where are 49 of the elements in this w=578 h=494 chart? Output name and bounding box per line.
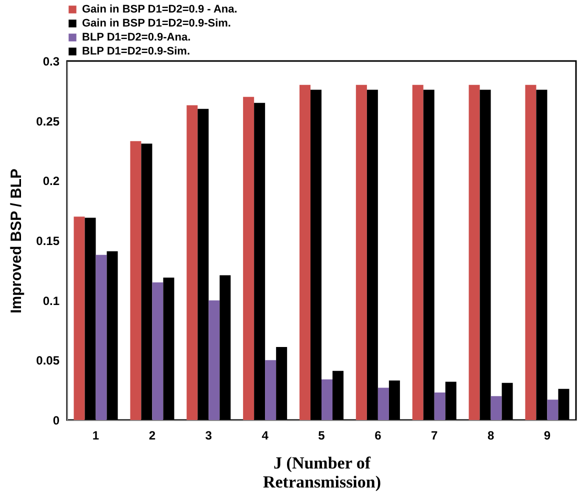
x-tick-label: 7 xyxy=(431,428,438,442)
legend-label: BLP D1=D2=0.9-Sim. xyxy=(82,46,190,58)
bar xyxy=(84,218,96,420)
bar xyxy=(490,396,502,420)
bar xyxy=(547,400,558,420)
x-tick-label: 3 xyxy=(205,428,212,442)
legend-label: Gain in BSP D1=D2=0.9-Sim. xyxy=(82,18,231,30)
bar xyxy=(141,144,152,420)
y-tick-label: 0 xyxy=(52,414,60,428)
bar xyxy=(322,379,333,420)
y-tick-label: 0.25 xyxy=(36,114,60,128)
x-tick-label: 4 xyxy=(262,428,269,442)
x-tick-label: 6 xyxy=(374,428,382,442)
x-tick-label: 5 xyxy=(318,428,326,442)
bar xyxy=(299,84,310,420)
bar xyxy=(423,90,434,420)
bar xyxy=(525,84,536,420)
x-tick-label: 2 xyxy=(148,428,156,442)
x-axis-title: J (Number of Retransmission) xyxy=(262,454,382,492)
bar xyxy=(74,216,85,420)
bar xyxy=(356,84,367,420)
y-tick-label: 0.1 xyxy=(42,294,60,308)
bar xyxy=(412,84,424,420)
legend-label: Gain in BSP D1=D2=0.9 - Ana. xyxy=(82,4,238,16)
y-axis-title: Improved BSP / BLP xyxy=(8,168,26,314)
legend-label: BLP D1=D2=0.9-Ana. xyxy=(82,32,191,44)
bar xyxy=(434,392,446,420)
bar xyxy=(378,388,389,420)
y-tick-label: 0.3 xyxy=(42,54,60,68)
y-tick-label: 0.05 xyxy=(36,354,60,368)
bar xyxy=(198,108,209,420)
bar xyxy=(208,300,220,420)
bar xyxy=(265,360,276,420)
y-tick-label: 0.15 xyxy=(36,234,60,248)
x-tick-label: 1 xyxy=(92,428,100,442)
y-tick-label: 0.2 xyxy=(42,174,60,188)
bar xyxy=(96,254,107,420)
bar xyxy=(366,90,378,420)
bar xyxy=(243,96,254,420)
bar xyxy=(480,90,491,420)
bar xyxy=(152,282,164,420)
x-tick-label: 8 xyxy=(487,428,494,442)
bar xyxy=(310,90,322,420)
bar xyxy=(468,84,480,420)
x-tick-label: 9 xyxy=(544,428,551,442)
bar xyxy=(536,90,548,420)
bar xyxy=(186,105,198,420)
bar xyxy=(254,102,266,420)
bar xyxy=(130,141,142,420)
